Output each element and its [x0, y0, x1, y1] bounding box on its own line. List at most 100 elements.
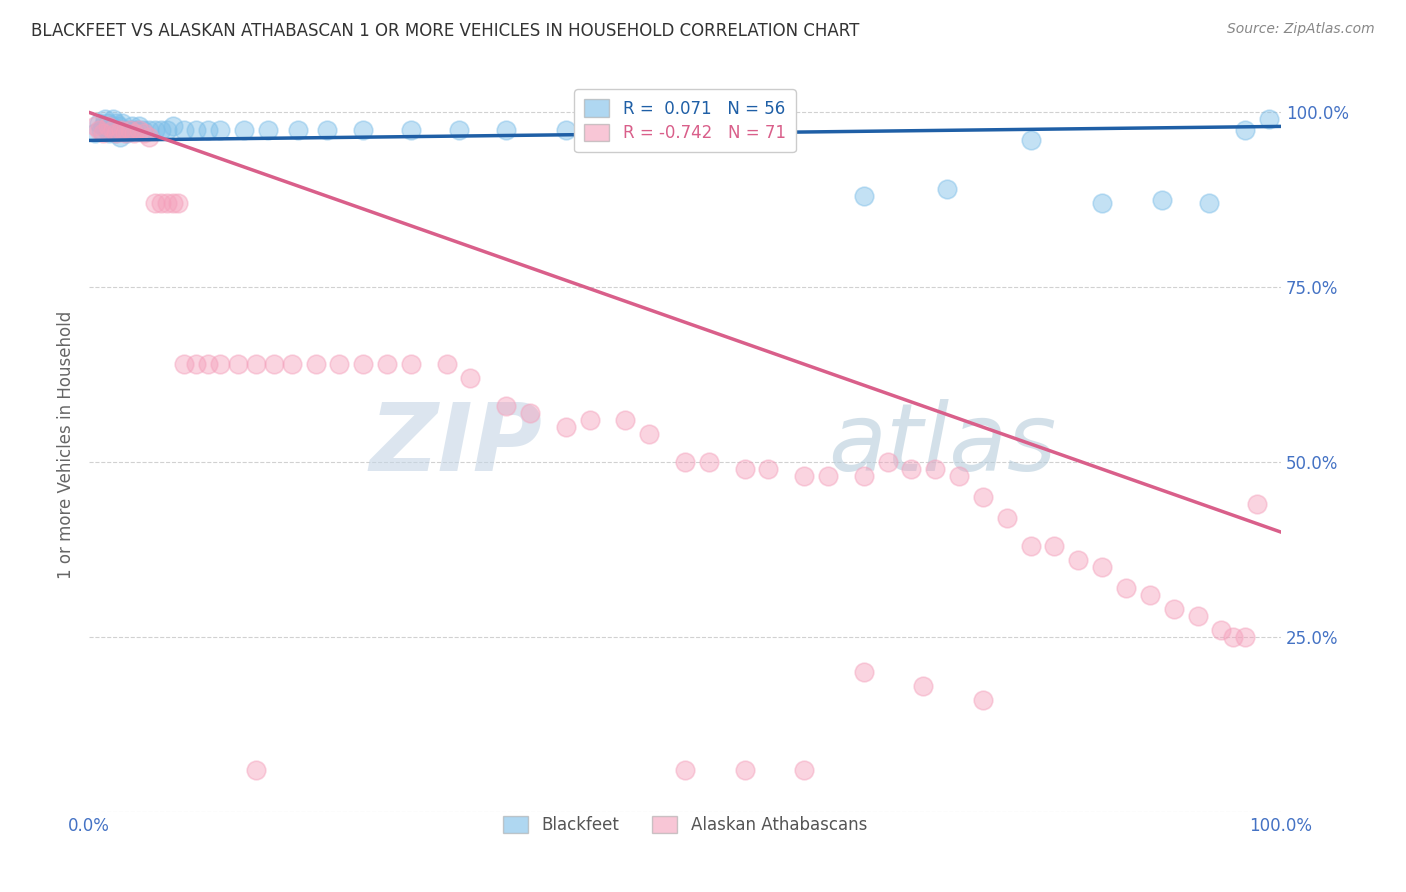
Point: [1198, 196, 1220, 211]
Point: [280, 357, 302, 371]
Point: [287, 123, 309, 137]
Text: ZIP: ZIP: [370, 399, 541, 491]
Point: [673, 763, 696, 777]
Point: [316, 123, 339, 137]
Point: [107, 123, 129, 137]
Point: [924, 462, 946, 476]
Point: [103, 123, 125, 137]
Point: [352, 357, 374, 371]
Point: [257, 123, 280, 137]
Point: [111, 116, 134, 130]
Point: [436, 357, 458, 371]
Point: [1139, 588, 1161, 602]
Point: [245, 357, 267, 371]
Point: [399, 357, 422, 371]
Point: [100, 120, 122, 134]
Point: [1067, 553, 1090, 567]
Point: [554, 420, 576, 434]
Point: [1246, 497, 1268, 511]
Point: [186, 357, 208, 371]
Point: [84, 127, 107, 141]
Point: [900, 462, 922, 476]
Point: [105, 116, 128, 130]
Point: [948, 469, 970, 483]
Point: [769, 123, 792, 137]
Point: [90, 123, 112, 137]
Point: [101, 112, 124, 127]
Point: [209, 123, 232, 137]
Point: [638, 427, 661, 442]
Point: [1187, 609, 1209, 624]
Point: [495, 399, 517, 413]
Point: [87, 116, 110, 130]
Point: [233, 123, 256, 137]
Point: [124, 127, 146, 141]
Point: [155, 123, 177, 137]
Point: [1163, 602, 1185, 616]
Legend: Blackfeet, Alaskan Athabascans: Blackfeet, Alaskan Athabascans: [494, 805, 877, 844]
Point: [972, 693, 994, 707]
Point: [173, 357, 195, 371]
Point: [1043, 539, 1066, 553]
Point: [125, 123, 148, 137]
Point: [1234, 123, 1257, 137]
Point: [734, 763, 756, 777]
Point: [114, 127, 136, 141]
Point: [245, 763, 267, 777]
Point: [93, 112, 115, 127]
Point: [124, 123, 146, 137]
Text: atlas: atlas: [828, 399, 1056, 491]
Point: [1091, 560, 1114, 574]
Point: [263, 357, 285, 371]
Point: [162, 120, 184, 134]
Point: [186, 123, 208, 137]
Point: [108, 120, 131, 134]
Point: [447, 123, 470, 137]
Point: [143, 196, 166, 211]
Point: [519, 406, 541, 420]
Point: [1019, 539, 1042, 553]
Point: [995, 511, 1018, 525]
Point: [104, 127, 127, 141]
Point: [162, 196, 184, 211]
Point: [578, 413, 600, 427]
Point: [793, 469, 815, 483]
Point: [1150, 193, 1173, 207]
Point: [110, 123, 132, 137]
Point: [495, 123, 517, 137]
Point: [852, 469, 875, 483]
Point: [173, 123, 195, 137]
Point: [1091, 196, 1114, 211]
Point: [128, 123, 150, 137]
Point: [793, 763, 815, 777]
Point: [115, 127, 138, 141]
Point: [108, 129, 131, 144]
Point: [149, 123, 172, 137]
Point: [226, 357, 249, 371]
Point: [554, 123, 576, 137]
Point: [138, 123, 160, 137]
Point: [697, 455, 720, 469]
Point: [105, 127, 128, 141]
Point: [399, 123, 422, 137]
Point: [97, 116, 120, 130]
Point: [131, 123, 153, 137]
Point: [614, 413, 637, 427]
Point: [100, 123, 122, 137]
Point: [852, 665, 875, 679]
Point: [197, 123, 219, 137]
Point: [101, 123, 124, 137]
Point: [328, 357, 350, 371]
Point: [1211, 623, 1233, 637]
Point: [121, 120, 143, 134]
Point: [209, 357, 232, 371]
Point: [138, 129, 160, 144]
Point: [375, 357, 398, 371]
Point: [912, 679, 935, 693]
Point: [626, 123, 648, 137]
Point: [817, 469, 839, 483]
Point: [155, 196, 177, 211]
Text: BLACKFEET VS ALASKAN ATHABASCAN 1 OR MORE VEHICLES IN HOUSEHOLD CORRELATION CHAR: BLACKFEET VS ALASKAN ATHABASCAN 1 OR MOR…: [31, 22, 859, 40]
Point: [876, 455, 898, 469]
Point: [93, 127, 115, 141]
